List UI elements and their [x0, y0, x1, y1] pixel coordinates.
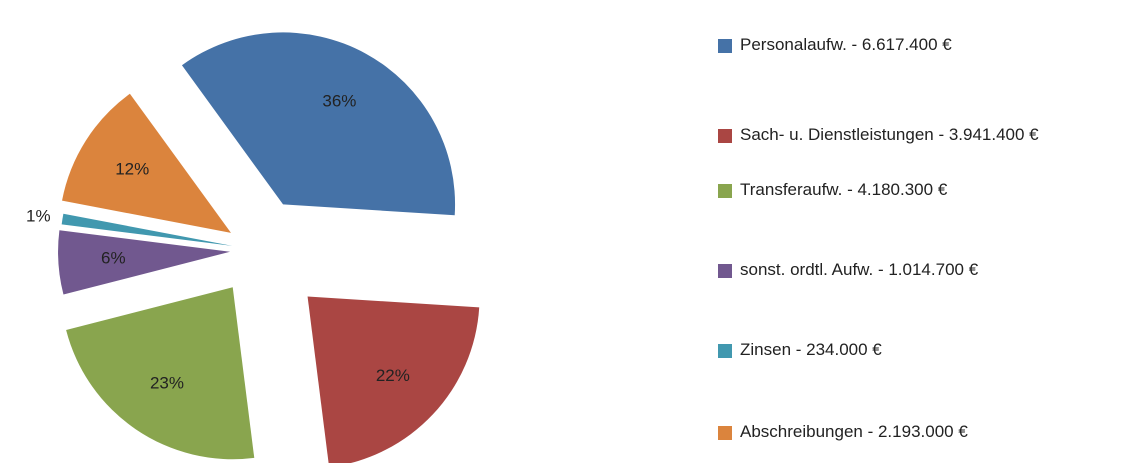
slice-label: 36% — [322, 91, 356, 110]
legend-swatch — [718, 184, 732, 198]
pie-slice — [58, 230, 231, 295]
legend-label: Sach- u. Dienstleistungen - 3.941.400 € — [740, 125, 1039, 144]
slice-label: 6% — [101, 249, 126, 268]
slice-label: 1% — [26, 207, 51, 226]
legend-label: sonst. ordtl. Aufw. - 1.014.700 € — [740, 260, 979, 279]
legend-label: Personalaufw. - 6.617.400 € — [740, 35, 952, 54]
legend-swatch — [718, 344, 732, 358]
legend-item: Sach- u. Dienstleistungen - 3.941.400 € — [718, 123, 1088, 147]
legend-swatch — [718, 264, 732, 278]
legend-label: Abschreibungen - 2.193.000 € — [740, 422, 968, 441]
slice-label: 22% — [376, 366, 410, 385]
legend-label: Zinsen - 234.000 € — [740, 340, 882, 359]
legend-item: Personalaufw. - 6.617.400 € — [718, 33, 1088, 57]
pie-slice — [61, 213, 233, 246]
chart: 36% 22% 23% 6% 1% 12% — [26, 32, 480, 463]
pie-slice — [62, 93, 231, 233]
legend-item: Abschreibungen - 2.193.000 € — [718, 420, 1088, 444]
slice-label: 12% — [115, 160, 149, 179]
slice-label: 23% — [150, 373, 184, 392]
legend-item: Transferaufw. - 4.180.300 € — [718, 178, 1088, 202]
legend-item: Zinsen - 234.000 € — [718, 338, 1088, 362]
pie-slice — [307, 296, 480, 463]
legend-swatch — [718, 426, 732, 440]
legend-swatch — [718, 39, 732, 53]
pie-slice — [66, 287, 255, 460]
legend-label: Transferaufw. - 4.180.300 € — [740, 180, 948, 199]
legend-item: sonst. ordtl. Aufw. - 1.014.700 € — [718, 258, 1088, 282]
legend-swatch — [718, 129, 732, 143]
pie-slice — [181, 32, 456, 216]
